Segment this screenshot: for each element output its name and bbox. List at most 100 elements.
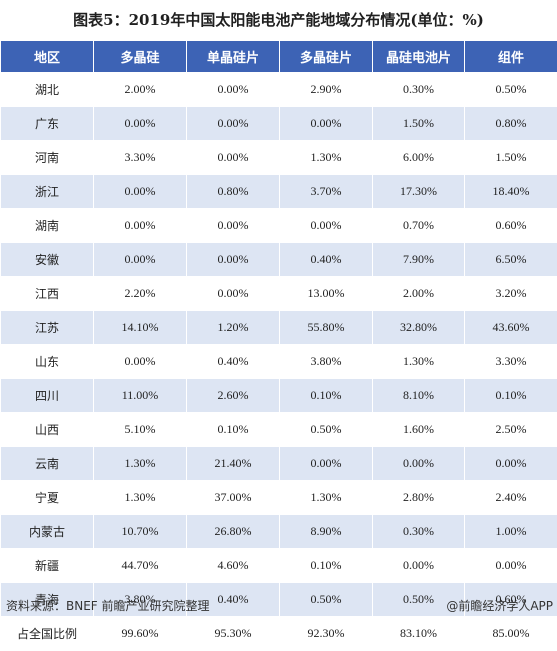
value-cell: 7.90% <box>373 243 465 277</box>
value-cell: 2.80% <box>373 481 465 515</box>
column-header: 多晶硅 <box>94 41 187 73</box>
value-cell: 1.30% <box>373 345 465 379</box>
value-cell: 0.00% <box>187 107 280 141</box>
value-cell: 8.90% <box>280 515 373 549</box>
value-cell: 2.90% <box>280 73 373 107</box>
value-cell: 0.00% <box>280 447 373 481</box>
value-cell: 0.00% <box>373 447 465 481</box>
value-cell: 0.00% <box>94 345 187 379</box>
value-cell: 0.30% <box>373 73 465 107</box>
value-cell: 14.10% <box>94 311 187 345</box>
header-row: 地区多晶硅单晶硅片多晶硅片晶硅电池片组件 <box>1 41 557 73</box>
value-cell: 1.00% <box>465 515 557 549</box>
value-cell: 6.00% <box>373 141 465 175</box>
value-cell: 37.00% <box>187 481 280 515</box>
column-header: 组件 <box>465 41 557 73</box>
value-cell: 1.20% <box>187 311 280 345</box>
value-cell: 0.00% <box>187 243 280 277</box>
brand-label: @前瞻经济学人APP <box>446 597 553 614</box>
region-cell: 宁夏 <box>1 481 94 515</box>
value-cell: 0.70% <box>373 209 465 243</box>
value-cell: 0.60% <box>465 209 557 243</box>
region-cell: 占全国比例 <box>1 617 94 651</box>
value-cell: 8.10% <box>373 379 465 413</box>
value-cell: 1.30% <box>94 481 187 515</box>
value-cell: 95.30% <box>187 617 280 651</box>
value-cell: 1.30% <box>94 447 187 481</box>
value-cell: 1.30% <box>280 481 373 515</box>
value-cell: 5.10% <box>94 413 187 447</box>
region-cell: 四川 <box>1 379 94 413</box>
value-cell: 0.00% <box>187 73 280 107</box>
column-header: 单晶硅片 <box>187 41 280 73</box>
value-cell: 2.40% <box>465 481 557 515</box>
value-cell: 99.60% <box>94 617 187 651</box>
value-cell: 6.50% <box>465 243 557 277</box>
value-cell: 10.70% <box>94 515 187 549</box>
value-cell: 2.50% <box>465 413 557 447</box>
value-cell: 92.30% <box>280 617 373 651</box>
region-cell: 新疆 <box>1 549 94 583</box>
value-cell: 0.00% <box>187 141 280 175</box>
column-header: 多晶硅片 <box>280 41 373 73</box>
value-cell: 3.30% <box>94 141 187 175</box>
value-cell: 0.00% <box>187 277 280 311</box>
value-cell: 3.70% <box>280 175 373 209</box>
value-cell: 0.00% <box>465 549 557 583</box>
value-cell: 2.00% <box>373 277 465 311</box>
value-cell: 0.00% <box>373 549 465 583</box>
value-cell: 3.80% <box>280 345 373 379</box>
column-header: 晶硅电池片 <box>373 41 465 73</box>
value-cell: 2.00% <box>94 73 187 107</box>
region-cell: 河南 <box>1 141 94 175</box>
value-cell: 0.50% <box>465 73 557 107</box>
value-cell: 2.20% <box>94 277 187 311</box>
value-cell: 0.10% <box>280 379 373 413</box>
column-header: 地区 <box>1 41 94 73</box>
value-cell: 32.80% <box>373 311 465 345</box>
region-cell: 江西 <box>1 277 94 311</box>
value-cell: 0.00% <box>280 107 373 141</box>
region-cell: 江苏 <box>1 311 94 345</box>
region-cell: 云南 <box>1 447 94 481</box>
value-cell: 1.60% <box>373 413 465 447</box>
value-cell: 0.30% <box>373 515 465 549</box>
value-cell: 18.40% <box>465 175 557 209</box>
value-cell: 1.50% <box>373 107 465 141</box>
region-cell: 浙江 <box>1 175 94 209</box>
value-cell: 21.40% <box>187 447 280 481</box>
value-cell: 1.30% <box>280 141 373 175</box>
region-cell: 广东 <box>1 107 94 141</box>
region-cell: 湖北 <box>1 73 94 107</box>
value-cell: 0.50% <box>280 413 373 447</box>
value-cell: 0.80% <box>465 107 557 141</box>
value-cell: 4.60% <box>187 549 280 583</box>
value-cell: 17.30% <box>373 175 465 209</box>
value-cell: 83.10% <box>373 617 465 651</box>
value-cell: 0.40% <box>280 243 373 277</box>
value-cell: 43.60% <box>465 311 557 345</box>
region-cell: 内蒙古 <box>1 515 94 549</box>
value-cell: 1.50% <box>465 141 557 175</box>
value-cell: 0.00% <box>280 209 373 243</box>
footer: 资料来源：BNEF 前瞻产业研究院整理 @前瞻经济学人APP <box>0 590 557 620</box>
region-cell: 山西 <box>1 413 94 447</box>
value-cell: 0.00% <box>94 107 187 141</box>
table-title: 图表5：2019年中国太阳能电池产能地域分布情况(单位：%) <box>0 0 557 40</box>
value-cell: 85.00% <box>465 617 557 651</box>
